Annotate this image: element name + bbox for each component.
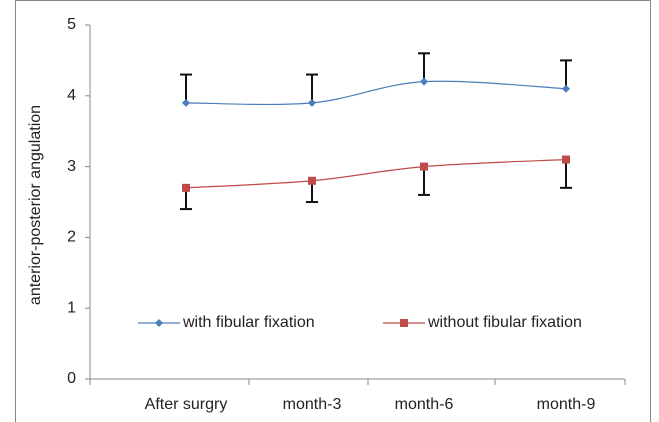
series-line [185, 158, 567, 189]
y-tick-label: 1 [67, 299, 76, 316]
data-point [182, 183, 190, 192]
data-point [308, 176, 316, 185]
x-tick-label: After surgry [145, 396, 228, 413]
x-tick-label: month-9 [537, 396, 596, 413]
chart-frame [15, 0, 651, 422]
x-tick-label: month-3 [283, 396, 342, 413]
y-axis-title: anterior-posterior angulation [27, 105, 44, 305]
y-tick-label: 5 [67, 16, 76, 33]
legend-label: with fibular fixation [182, 314, 315, 331]
data-point [562, 155, 570, 164]
legend-marker [155, 319, 163, 327]
x-tick-label: month-6 [395, 396, 454, 413]
data-point [562, 84, 570, 93]
legend-marker [400, 319, 408, 327]
data-point [420, 162, 428, 171]
series-line [185, 80, 567, 106]
y-tick-label: 0 [67, 370, 76, 387]
data-point [308, 98, 316, 107]
y-tick-label: 4 [67, 87, 76, 104]
y-tick-label: 2 [67, 229, 76, 246]
legend-label: without fibular fixation [427, 314, 582, 331]
y-tick-label: 3 [67, 158, 76, 175]
data-point [182, 98, 190, 107]
data-point [420, 77, 428, 86]
